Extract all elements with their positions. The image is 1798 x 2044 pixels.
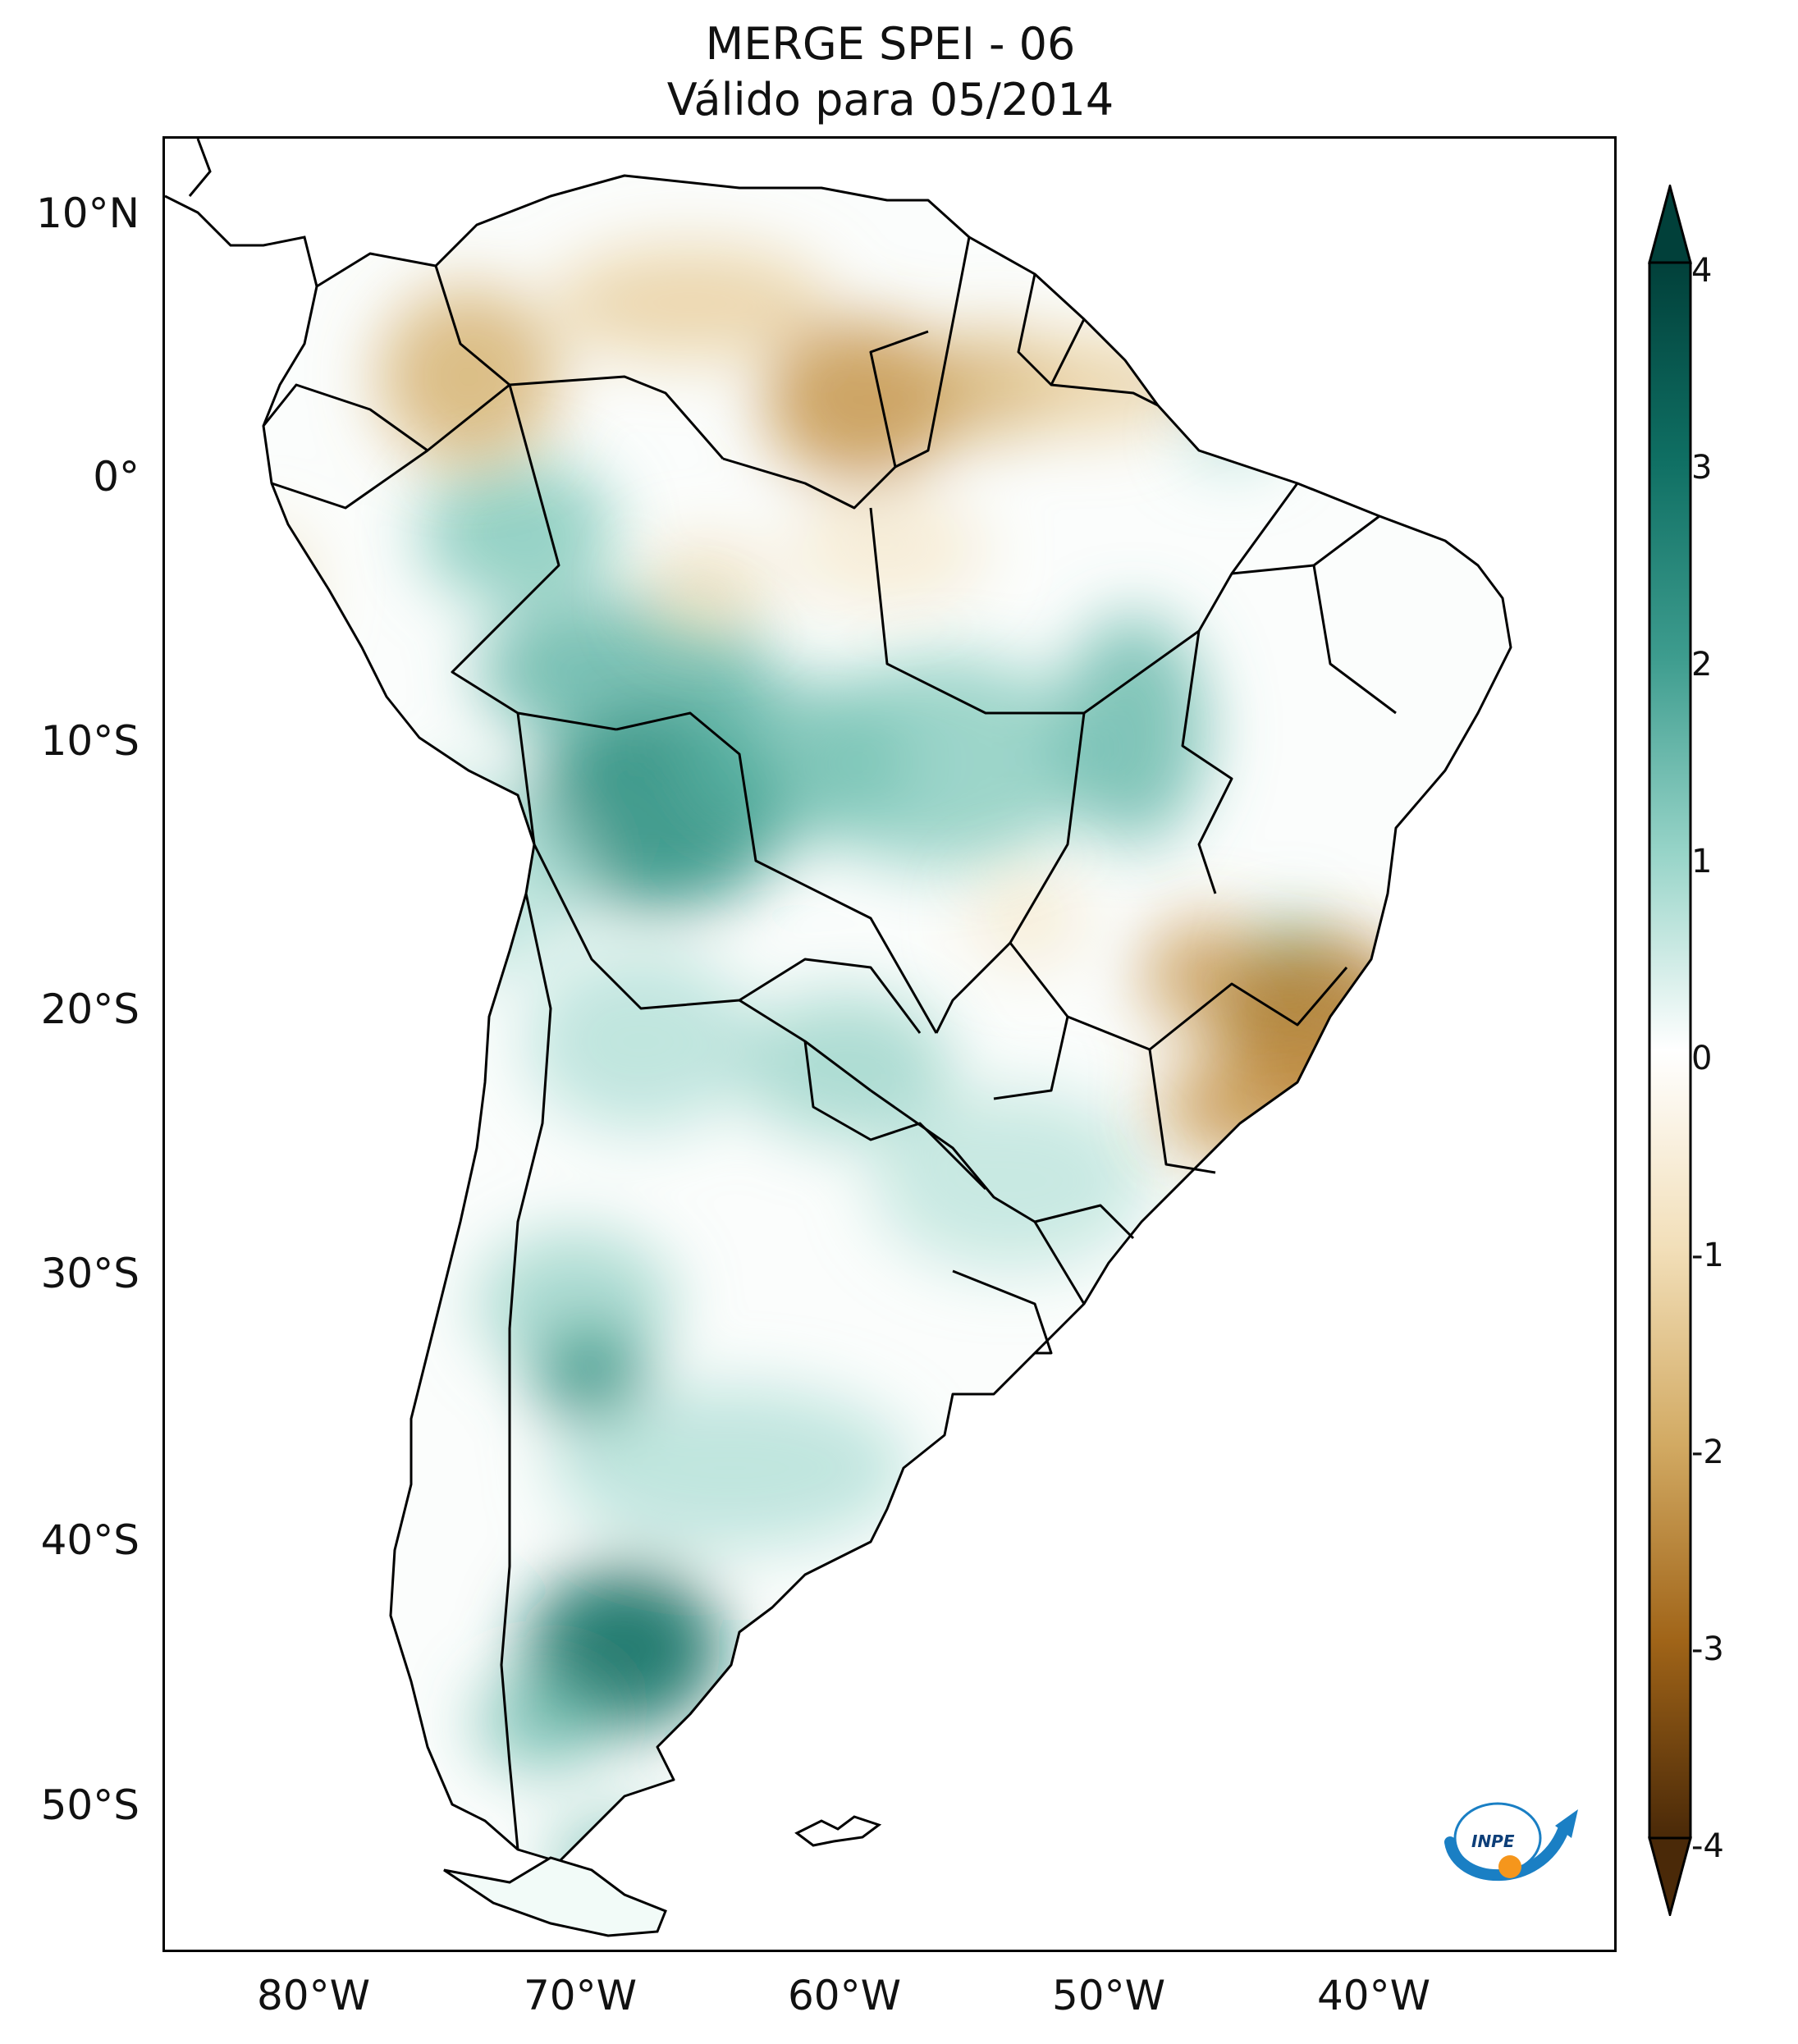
lat-label-10n: 10°N [35, 190, 140, 237]
colorbar-tick-neg1: -1 [1691, 1237, 1724, 1274]
coastline [262, 174, 1512, 1863]
colorbar-tick-neg4: -4 [1691, 1827, 1724, 1865]
colorbar-body [1648, 261, 1692, 1840]
colorbar-tick-3: 3 [1691, 449, 1713, 487]
colorbar-bottom-extend [1648, 1836, 1692, 1916]
lon-label-60w: 60°W [787, 1972, 902, 2019]
colorbar-tick-2: 2 [1691, 646, 1713, 684]
inpe-logo: INPE [1444, 1802, 1578, 1882]
lat-label-0: 0° [93, 453, 140, 501]
lat-label-30s: 30°S [40, 1250, 140, 1297]
tierra-del-fuego [443, 1856, 667, 1937]
colorbar-tick-0: 0 [1691, 1040, 1713, 1077]
central-america-coast [165, 139, 318, 287]
lon-label-40w: 40°W [1316, 1972, 1431, 2019]
lat-label-20s: 20°S [40, 985, 140, 1033]
lon-label-50w: 50°W [1051, 1972, 1166, 2019]
country-borders [262, 236, 1397, 1850]
lat-label-40s: 40°S [40, 1516, 140, 1564]
colorbar-tick-1: 1 [1691, 843, 1713, 880]
falkland-islands [794, 1815, 882, 1847]
colorbar-tick-neg2: -2 [1691, 1434, 1724, 1471]
lat-label-10s: 10°S [40, 717, 140, 765]
lat-label-50s: 50°S [40, 1781, 140, 1829]
colorbar-top-extend [1648, 185, 1692, 264]
map-title: MERGE SPEI - 06 [705, 18, 1076, 70]
colorbar [1648, 185, 1692, 1916]
colorbar-tick-neg3: -3 [1691, 1630, 1724, 1668]
spei-map [165, 139, 1512, 1937]
map-subtitle: Válido para 05/2014 [666, 74, 1114, 126]
colorbar-tick-4: 4 [1691, 252, 1713, 290]
lon-label-70w: 70°W [523, 1972, 638, 2019]
inpe-logo-text: INPE [1471, 1831, 1515, 1851]
map-panel [162, 136, 1617, 1952]
lon-label-80w: 80°W [256, 1972, 371, 2019]
